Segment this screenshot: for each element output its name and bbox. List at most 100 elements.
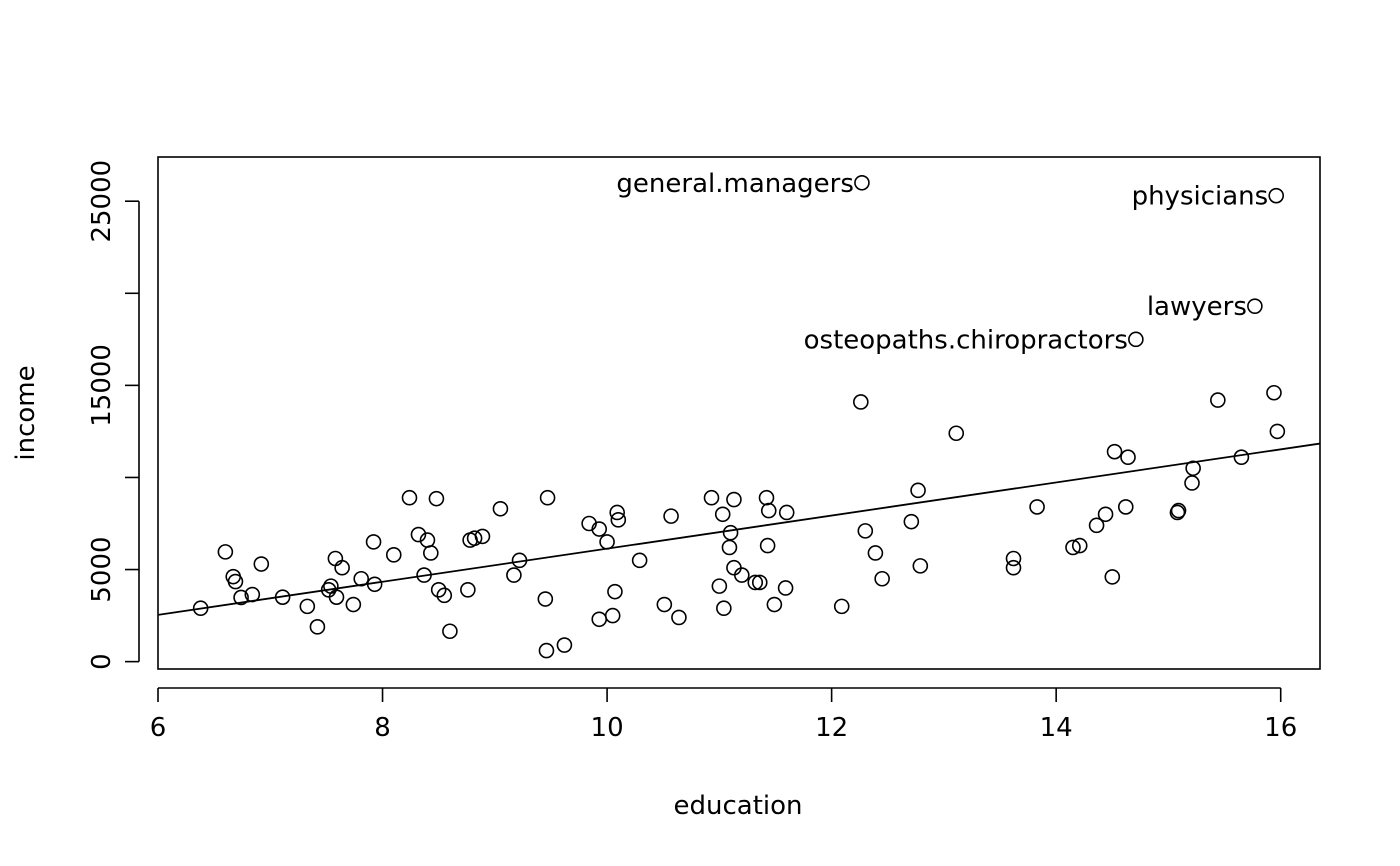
data-point <box>1097 506 1114 523</box>
labeled-data-point <box>854 174 870 191</box>
data-point <box>671 609 687 626</box>
axes: 6 8 10 12 14 16 0 5000 15000 25000 <box>87 156 1321 743</box>
x-axis-label: education <box>673 791 802 821</box>
data-point <box>1184 475 1200 491</box>
data-point <box>1065 539 1081 556</box>
data-point <box>556 637 573 653</box>
data-point <box>1117 499 1134 515</box>
data-point <box>274 589 291 605</box>
data-point <box>416 567 432 583</box>
data-point <box>721 539 738 556</box>
data-point <box>857 523 874 539</box>
data-point <box>714 506 731 523</box>
data-point <box>299 598 316 615</box>
data-point <box>1104 569 1121 585</box>
data-point <box>604 607 621 624</box>
data-point <box>1106 443 1123 460</box>
data-point <box>538 642 555 659</box>
data-point <box>366 576 383 593</box>
data-point <box>1233 449 1250 466</box>
data-point <box>910 482 926 499</box>
data-point <box>610 512 627 528</box>
data-point <box>345 596 362 613</box>
data-point <box>726 491 742 508</box>
data-point <box>1071 537 1088 554</box>
plot-area: general.managers physicians lawyers osteopa… <box>158 169 1320 659</box>
data-point <box>853 394 869 410</box>
data-point <box>766 596 783 613</box>
data-point <box>1169 504 1186 521</box>
data-point <box>656 596 673 613</box>
data-point <box>1005 559 1022 576</box>
data-point <box>539 489 556 506</box>
data-point <box>747 574 764 591</box>
data-point <box>1005 550 1022 567</box>
data-point <box>609 504 625 521</box>
data-point <box>192 600 209 617</box>
data-point <box>777 580 794 596</box>
data-point <box>1266 384 1282 401</box>
data-point <box>1120 449 1136 466</box>
data-point <box>874 570 890 587</box>
data-point <box>948 425 965 442</box>
data-point <box>1088 517 1105 534</box>
data-point <box>227 573 244 590</box>
data-point <box>760 502 777 519</box>
data-point <box>703 489 720 506</box>
data-point <box>711 578 728 594</box>
data-point <box>401 489 418 506</box>
data-point <box>511 552 528 569</box>
data-point <box>309 619 326 635</box>
data-point <box>734 567 750 583</box>
data-point <box>492 500 509 517</box>
data-point <box>631 552 648 569</box>
data-point <box>1170 502 1187 519</box>
data-point <box>328 589 345 605</box>
data-point <box>1185 460 1201 477</box>
y-axis-label: income <box>11 365 41 460</box>
data-point <box>428 490 445 507</box>
data-point <box>903 513 920 530</box>
data-point <box>599 534 615 550</box>
data-point <box>334 559 350 576</box>
data-point <box>778 504 795 521</box>
data-point <box>591 611 608 628</box>
y-tick-label: 0 <box>87 653 117 670</box>
data-point <box>722 524 739 541</box>
x-tick-label: 12 <box>815 713 848 743</box>
x-tick-label: 10 <box>591 713 624 743</box>
y-tick-label: 5000 <box>87 536 117 602</box>
data-point <box>537 591 554 607</box>
data-point <box>1210 392 1226 408</box>
data-point <box>758 489 775 506</box>
point-label: general.managers <box>616 169 854 199</box>
labeled-data-point <box>1247 298 1263 314</box>
data-point <box>365 534 382 550</box>
data-point <box>591 521 608 537</box>
data-point <box>607 583 623 600</box>
data-point <box>442 623 458 640</box>
data-point <box>912 558 929 574</box>
data-point <box>833 598 850 615</box>
data-point <box>506 567 522 583</box>
data-point <box>474 528 491 545</box>
data-point <box>716 600 732 617</box>
data-point <box>430 582 447 598</box>
data-point <box>867 545 884 561</box>
y-tick-label: 15000 <box>87 344 117 427</box>
data-point <box>244 586 261 603</box>
data-point <box>385 547 402 563</box>
data-point <box>466 530 483 547</box>
data-point <box>253 556 270 572</box>
labeled-data-point <box>1268 187 1285 204</box>
data-point <box>353 570 370 587</box>
data-point <box>751 574 768 591</box>
data-point <box>759 537 776 554</box>
data-point <box>1269 423 1286 440</box>
data-point <box>436 587 453 604</box>
data-point <box>663 508 679 524</box>
data-point <box>423 545 439 561</box>
data-point <box>410 526 427 543</box>
labeled-data-point <box>1128 331 1144 348</box>
point-label: osteopaths.chiropractors <box>804 325 1128 355</box>
